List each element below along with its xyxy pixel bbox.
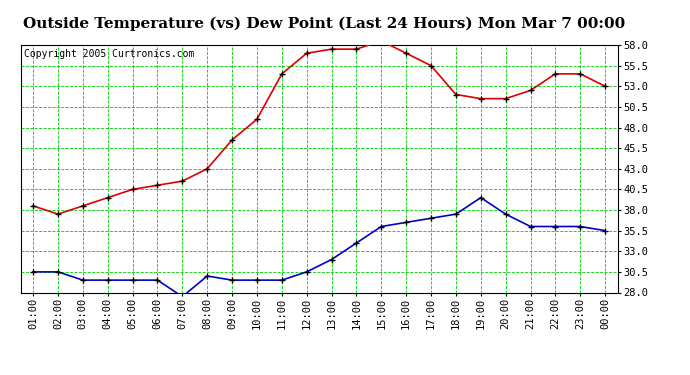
- Text: Copyright 2005 Curtronics.com: Copyright 2005 Curtronics.com: [23, 49, 194, 59]
- Text: Outside Temperature (vs) Dew Point (Last 24 Hours) Mon Mar 7 00:00: Outside Temperature (vs) Dew Point (Last…: [23, 17, 625, 31]
